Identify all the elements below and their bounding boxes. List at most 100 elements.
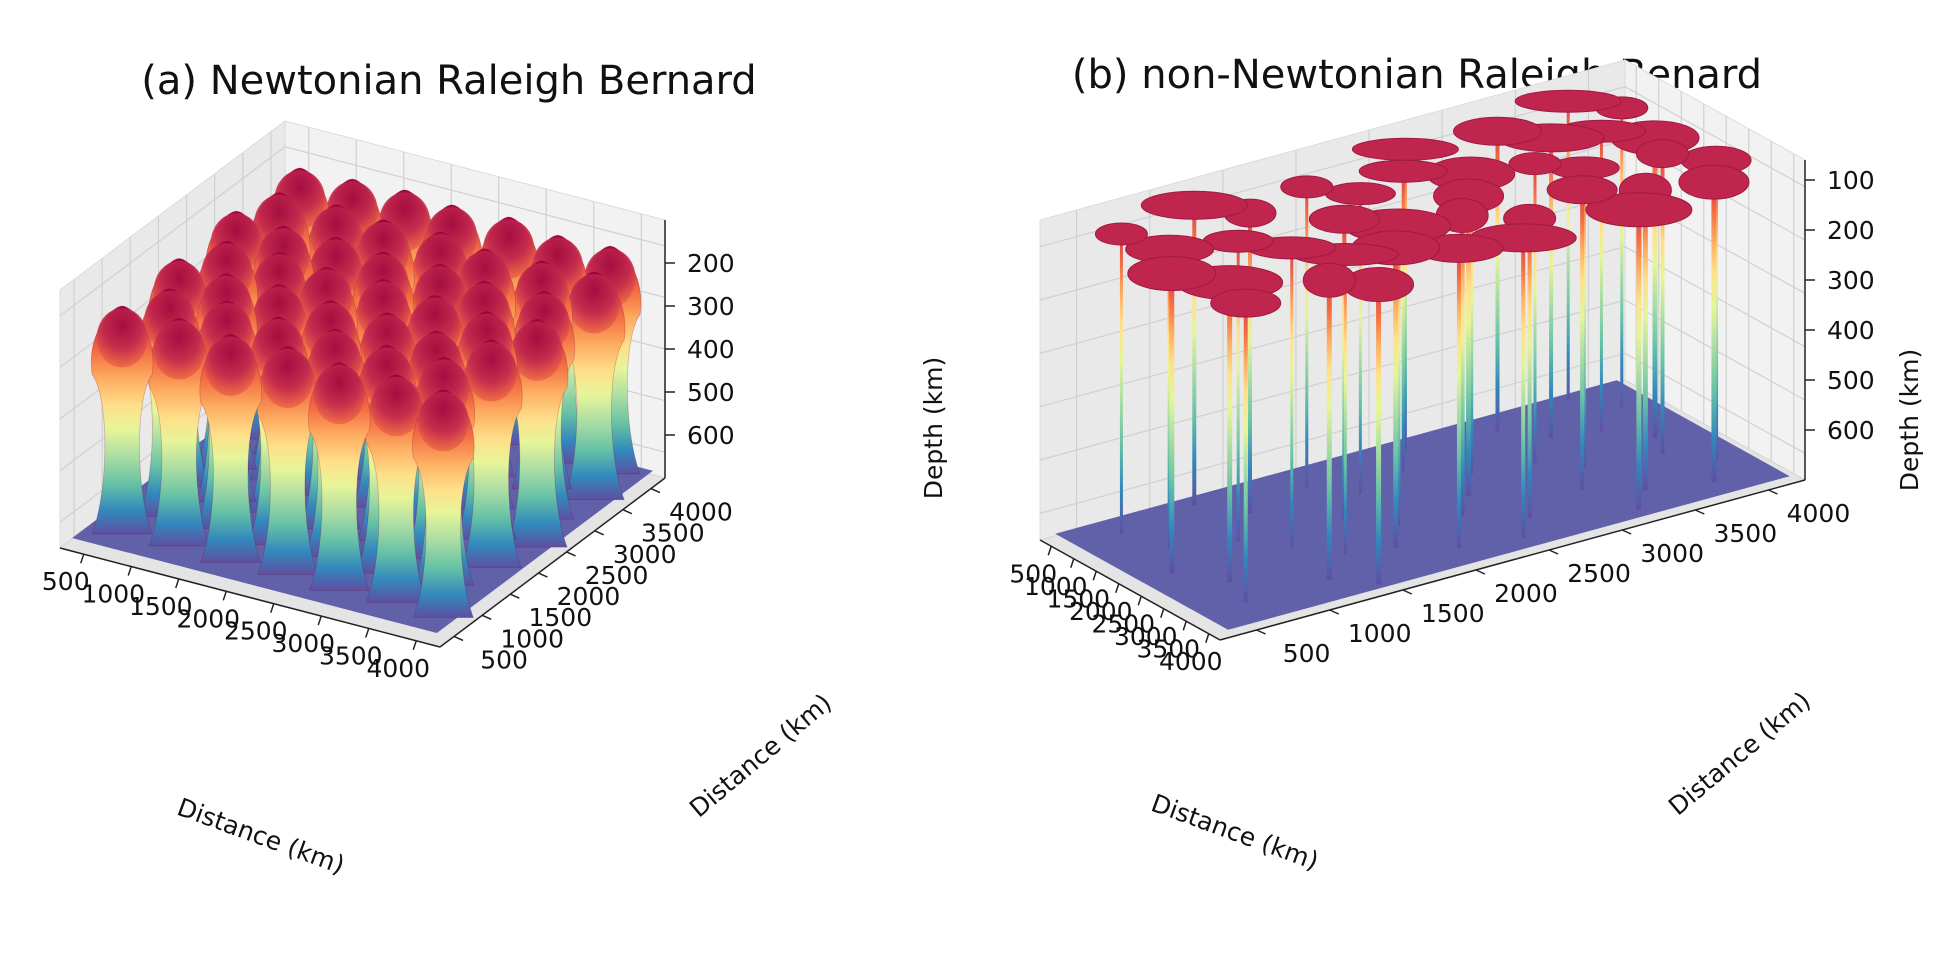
plume-stem bbox=[1459, 215, 1465, 516]
x-tick-label: 1000 bbox=[1024, 572, 1088, 601]
z-tick-label: 100 bbox=[1827, 166, 1875, 195]
plume bbox=[256, 346, 319, 575]
y-tick bbox=[1256, 629, 1266, 635]
y-tick bbox=[1621, 529, 1632, 535]
plume-stem bbox=[1580, 189, 1585, 490]
y-tick bbox=[1402, 589, 1413, 595]
plume-cap bbox=[417, 391, 469, 452]
y-tick bbox=[453, 635, 464, 642]
x-tick-label: 4000 bbox=[1159, 647, 1223, 676]
z-tick-label: 600 bbox=[687, 421, 735, 450]
y-tick-label: 2000 bbox=[1494, 579, 1558, 608]
plume-cap bbox=[1127, 256, 1217, 292]
plume-stem bbox=[1393, 247, 1399, 548]
z-tick-label: 500 bbox=[1827, 366, 1875, 395]
plume-cap bbox=[1302, 262, 1356, 298]
panel-a-surface bbox=[72, 167, 653, 634]
z-tick-label: 300 bbox=[687, 292, 735, 321]
panel-a-xlabel: Distance (km) bbox=[173, 792, 348, 879]
z-tick-label: 500 bbox=[687, 378, 735, 407]
z-tick-label: 400 bbox=[1827, 316, 1875, 345]
plume-stem bbox=[1456, 248, 1461, 549]
plume-cap bbox=[511, 321, 563, 381]
grid-line bbox=[1039, 246, 1806, 408]
plume-stem bbox=[1192, 205, 1197, 506]
plume-stem bbox=[1343, 254, 1347, 555]
x-tick-label: 3000 bbox=[1114, 622, 1178, 651]
x-tick bbox=[1115, 583, 1120, 593]
grid-line bbox=[59, 146, 666, 317]
plume-stem bbox=[1401, 171, 1405, 472]
x-tick-label: 1500 bbox=[129, 592, 193, 621]
plume-cap bbox=[153, 320, 205, 380]
x-tick-label: 500 bbox=[1009, 559, 1057, 588]
plume-cap bbox=[1678, 164, 1750, 200]
y-tick bbox=[1329, 609, 1339, 615]
x-tick bbox=[1182, 621, 1187, 631]
plume-stem bbox=[1243, 303, 1248, 604]
x-tick bbox=[317, 615, 322, 626]
y-tick-label: 1000 bbox=[1348, 619, 1412, 648]
plume-stem bbox=[1169, 273, 1175, 574]
plume-cap bbox=[370, 376, 422, 437]
plume-cap bbox=[1514, 89, 1622, 113]
plume-cap bbox=[1308, 204, 1380, 234]
panel-a-ylabel: Distance (km) bbox=[684, 688, 837, 823]
z-tick-label: 200 bbox=[687, 249, 735, 278]
plume bbox=[364, 374, 428, 604]
y-tick bbox=[1475, 569, 1486, 575]
x-tick-label: 3500 bbox=[1136, 634, 1200, 663]
plume-cap bbox=[1546, 175, 1618, 205]
x-axis-line bbox=[1039, 539, 1221, 641]
y-tick bbox=[1695, 509, 1705, 515]
y-tick-label: 2500 bbox=[585, 561, 649, 590]
y-tick bbox=[1768, 489, 1778, 495]
y-tick bbox=[538, 572, 548, 578]
plume-cap bbox=[568, 274, 620, 334]
plume bbox=[562, 271, 626, 501]
plume-stem bbox=[1582, 167, 1586, 468]
plume-cap bbox=[1280, 175, 1334, 199]
x-tick bbox=[127, 566, 132, 576]
panel-b-xlabel: Distance (km) bbox=[1147, 788, 1322, 875]
plume-cap bbox=[1453, 116, 1542, 146]
plume-cap bbox=[1585, 192, 1693, 228]
grid-line bbox=[1039, 352, 1806, 514]
plume bbox=[90, 305, 154, 535]
x-tick-label: 4000 bbox=[366, 654, 430, 683]
y-tick-label: 3500 bbox=[641, 519, 705, 548]
y-tick bbox=[510, 593, 520, 599]
x-tick bbox=[365, 628, 370, 638]
panel-b-zlabel: Depth (km) bbox=[1895, 349, 1924, 491]
plume-cap bbox=[1358, 159, 1448, 183]
plume-cap bbox=[1636, 139, 1689, 169]
y-axis-line bbox=[439, 477, 666, 648]
plume-stem bbox=[1403, 149, 1407, 450]
plume-cap bbox=[465, 342, 517, 402]
grid-line bbox=[1039, 299, 1806, 461]
y-tick-label: 3000 bbox=[1640, 539, 1704, 568]
plume-stem bbox=[1227, 282, 1233, 583]
y-tick-label: 1500 bbox=[1421, 599, 1485, 628]
plume-cap bbox=[262, 348, 314, 408]
panel-a-title: (a) Newtonian Raleigh Bernard bbox=[141, 58, 756, 104]
plume-cap bbox=[1508, 152, 1562, 176]
y-tick bbox=[650, 487, 661, 494]
plume-stem bbox=[1376, 284, 1382, 585]
plume bbox=[199, 333, 263, 563]
surface-base bbox=[1055, 380, 1790, 630]
plume bbox=[505, 318, 569, 548]
y-tick-label: 2000 bbox=[557, 582, 621, 611]
x-tick bbox=[412, 640, 417, 651]
plume-stem bbox=[1248, 213, 1252, 514]
plume bbox=[412, 389, 475, 618]
x-tick-label: 1000 bbox=[81, 580, 145, 609]
y-tick-label: 4000 bbox=[1787, 499, 1851, 528]
z-tick-label: 400 bbox=[687, 335, 735, 364]
y-tick-label: 2500 bbox=[1567, 559, 1631, 588]
x-tick-label: 2000 bbox=[1069, 597, 1133, 626]
panel-b-surface bbox=[1055, 89, 1790, 630]
x-tick-label: 2500 bbox=[1091, 609, 1155, 638]
plume bbox=[147, 317, 211, 547]
plume-stem bbox=[1533, 163, 1537, 464]
